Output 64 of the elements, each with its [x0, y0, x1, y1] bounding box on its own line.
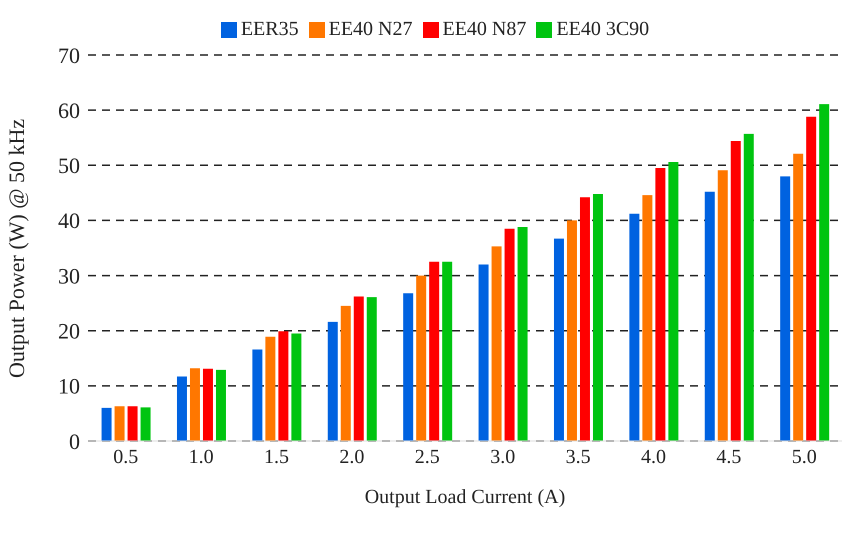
bar	[819, 104, 830, 441]
bar	[554, 238, 564, 441]
bar	[504, 228, 515, 441]
y-tick-label: 50	[58, 153, 80, 178]
bar	[730, 141, 741, 441]
bar	[655, 168, 666, 441]
bar	[442, 262, 452, 441]
y-tick-label: 30	[58, 263, 80, 288]
bar	[492, 246, 502, 441]
bar	[128, 406, 138, 441]
bar	[366, 297, 377, 441]
bar	[744, 134, 754, 441]
x-tick-label: 3.5	[566, 446, 591, 468]
bar	[478, 264, 489, 441]
y-tick-label: 60	[58, 98, 80, 123]
y-tick-label: 70	[58, 42, 80, 68]
bar	[102, 408, 112, 441]
bar	[252, 349, 262, 441]
bar	[793, 154, 804, 441]
y-tick-label: 0	[69, 428, 80, 454]
bar	[518, 227, 528, 441]
x-tick-label: 0.5	[113, 446, 138, 468]
bar	[580, 197, 590, 441]
bar	[176, 376, 187, 441]
bar	[265, 336, 276, 441]
bar	[592, 194, 603, 441]
y-axis-title: Output Power (W) @ 50 kHz	[4, 118, 29, 378]
bar	[642, 195, 652, 441]
bar	[718, 170, 728, 441]
bar	[403, 293, 414, 441]
bar	[114, 406, 125, 441]
x-tick-label: 1.0	[188, 446, 214, 468]
x-tick-label: 1.5	[264, 446, 289, 468]
legend-label: EE40 N87	[442, 18, 526, 40]
bar	[704, 192, 715, 441]
bar	[216, 370, 226, 441]
y-tick-label: 10	[58, 374, 80, 399]
bar	[340, 306, 351, 441]
legend-label: EE40 N27	[328, 18, 412, 40]
bar	[429, 262, 440, 441]
bar	[566, 220, 577, 441]
x-tick-label: 5.0	[792, 446, 817, 468]
bar	[668, 162, 678, 441]
bar	[780, 176, 790, 441]
bar	[629, 214, 640, 441]
legend-label: EE40 3C90	[556, 18, 650, 40]
bar	[416, 276, 426, 441]
bar	[140, 407, 151, 441]
x-tick-label: 4.0	[641, 446, 666, 468]
x-tick-label: 2.5	[414, 446, 440, 468]
bar	[328, 322, 338, 441]
bar	[278, 331, 288, 441]
x-tick-label: 4.5	[716, 446, 742, 468]
x-tick-label: 3.0	[490, 446, 516, 468]
bar	[806, 116, 816, 441]
bar	[190, 368, 200, 441]
bar	[291, 333, 302, 441]
y-tick-label: 40	[58, 208, 80, 234]
x-axis-title: Output Load Current (A)	[364, 486, 566, 508]
bar	[354, 296, 364, 441]
y-tick-label: 20	[58, 318, 80, 344]
legend-label: EER35	[240, 18, 299, 40]
x-tick-label: 2.0	[339, 446, 364, 468]
bar	[202, 368, 213, 441]
